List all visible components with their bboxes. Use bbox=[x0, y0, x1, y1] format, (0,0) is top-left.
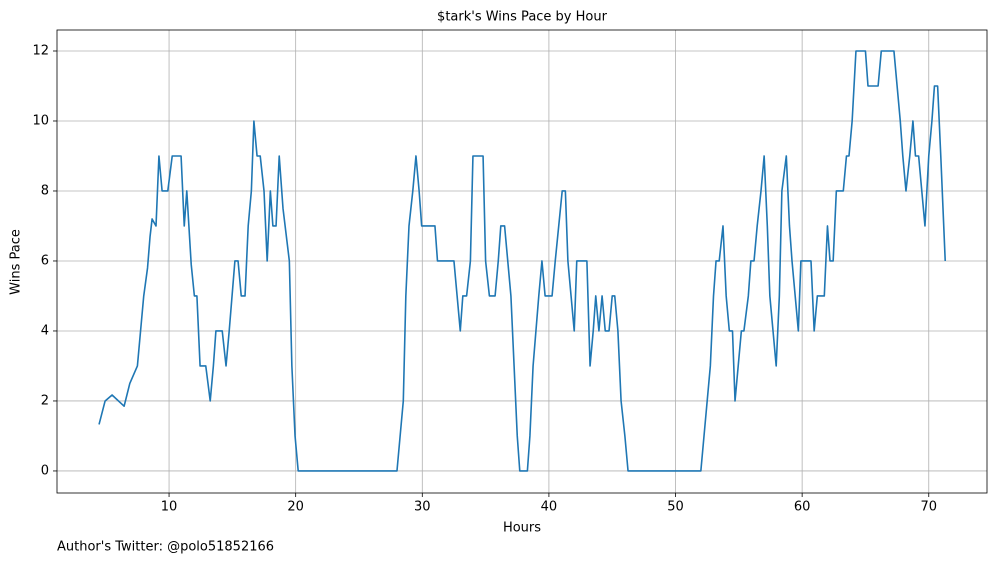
chart-title: $tark's Wins Pace by Hour bbox=[437, 10, 608, 25]
x-tick-label: 40 bbox=[541, 500, 558, 515]
x-tick-label: 30 bbox=[414, 500, 431, 515]
x-axis-label: Hours bbox=[503, 521, 541, 536]
plot-frame bbox=[56, 29, 988, 494]
y-tick-label: 12 bbox=[32, 43, 49, 58]
x-tick-label: 10 bbox=[161, 500, 178, 515]
y-tick-label: 10 bbox=[32, 113, 49, 128]
y-tick-label: 6 bbox=[41, 253, 49, 268]
x-tick-label: 70 bbox=[920, 500, 937, 515]
y-tick-label: 4 bbox=[41, 323, 49, 338]
line-series bbox=[98, 50, 947, 472]
y-tick-label: 0 bbox=[41, 463, 49, 478]
footer: Author's Twitter: @polo51852166 bbox=[57, 540, 274, 555]
y-axis-label: Wins Pace bbox=[9, 229, 24, 295]
x-tick-label: 20 bbox=[287, 500, 304, 515]
x-tick-label: 50 bbox=[667, 500, 684, 515]
y-tick-label: 2 bbox=[41, 393, 49, 408]
y-tick-label: 8 bbox=[41, 183, 49, 198]
x-tick-label: 60 bbox=[794, 500, 811, 515]
